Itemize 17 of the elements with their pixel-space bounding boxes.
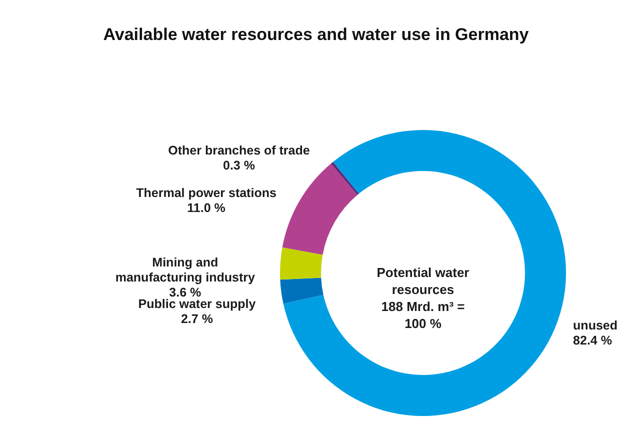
data-label: 3.6 % <box>169 285 202 300</box>
slice-label: Public water supply <box>138 296 256 311</box>
donut-slice <box>282 164 358 255</box>
donut-slice <box>330 162 359 195</box>
data-label: 2.7 % <box>180 312 213 326</box>
data-label: 0.3 % <box>222 158 255 172</box>
chart-title: Available water resources and water use in Germany <box>103 25 530 44</box>
donut-slice <box>280 247 323 280</box>
data-label: 82.4 % <box>573 334 612 348</box>
data-label: 11.0 % <box>187 201 226 216</box>
slice-label: Other branches of trade <box>168 143 310 158</box>
text: Potential water resources <box>376 265 470 297</box>
slice-label: Thermal power stations <box>136 186 276 200</box>
donut-slice <box>280 278 324 304</box>
slice-label: unused <box>573 318 618 333</box>
slice-label: Mining and manufacturing industry <box>115 255 255 284</box>
text: 188 Mrd. m³ = 100 % <box>381 299 466 331</box>
